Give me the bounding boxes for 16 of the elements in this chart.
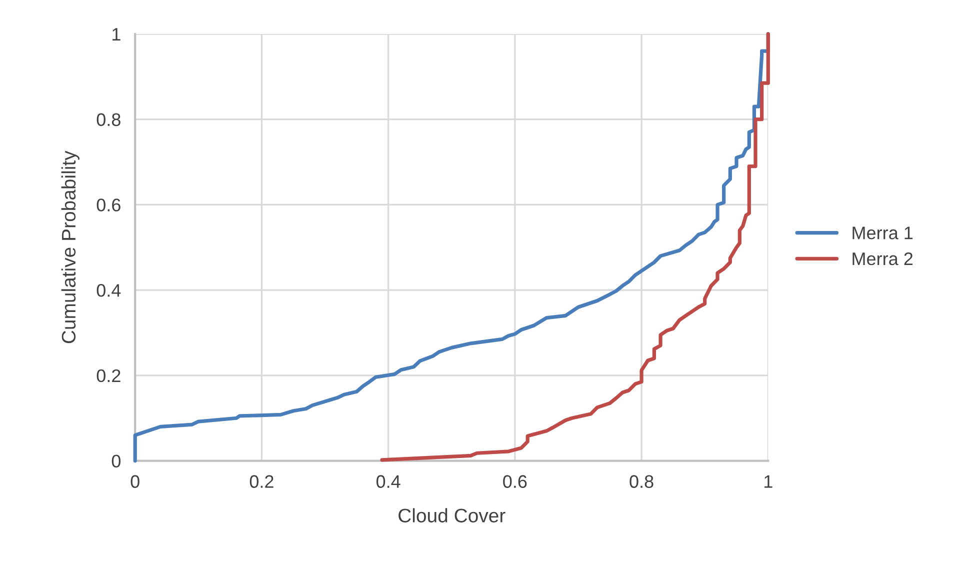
legend-label: Merra 1 bbox=[852, 226, 913, 240]
x-tick-label: 0.8 bbox=[630, 475, 654, 488]
x-axis-title: Cloud Cover bbox=[398, 508, 506, 522]
y-tick-label: 0 bbox=[112, 454, 121, 468]
x-tick-label: 0.6 bbox=[503, 475, 527, 488]
x-tick-label: 0.4 bbox=[376, 475, 400, 488]
y-tick-label: 0.6 bbox=[96, 198, 120, 212]
y-tick-label: 0.2 bbox=[96, 369, 120, 382]
x-tick-label: 1 bbox=[764, 475, 772, 488]
legend-label: Merra 2 bbox=[852, 252, 913, 266]
x-tick-label: 0.2 bbox=[250, 475, 274, 488]
y-axis-title: Cumulative Probability bbox=[61, 150, 80, 344]
y-tick-label: 1 bbox=[112, 28, 120, 41]
y-tick-label: 0.4 bbox=[96, 284, 121, 297]
x-tick-label: 0 bbox=[130, 475, 140, 488]
y-tick-label: 0.8 bbox=[96, 113, 120, 126]
